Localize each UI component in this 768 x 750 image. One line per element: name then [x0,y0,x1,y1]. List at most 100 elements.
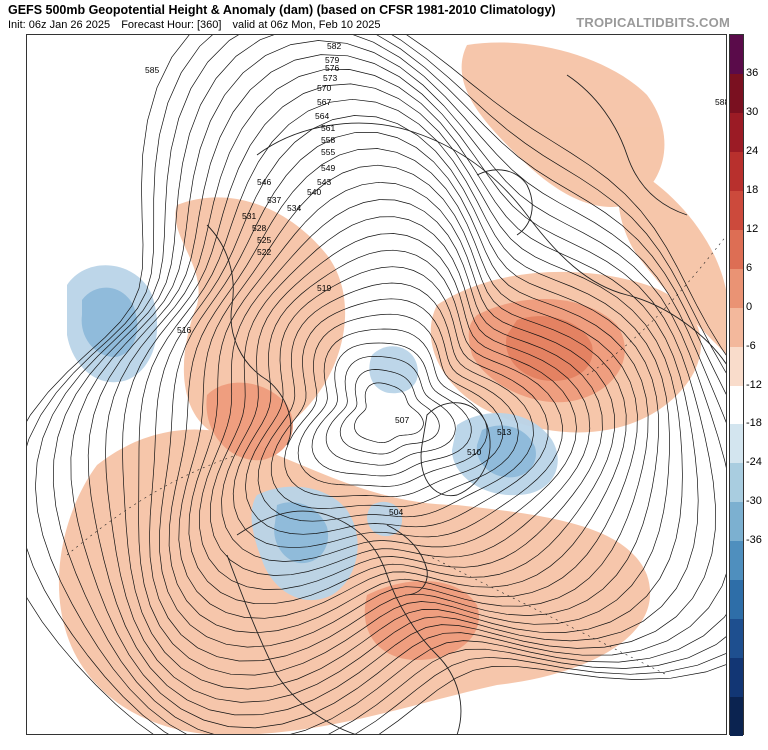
contour-label: 585 [145,65,159,75]
colorbar-segment [730,35,743,75]
contour-label: 549 [321,163,335,173]
colorbar-segment [730,73,743,114]
height-contour [138,98,670,676]
colorbar-tick-label: 6 [746,261,753,274]
coast-europe [566,74,688,216]
contour-label: 576 [325,63,339,73]
colorbar-segment [730,112,743,153]
colorbar-segment [730,541,743,581]
height-contour [210,216,591,576]
contour-label: 555 [321,147,335,157]
warm-anomaly-pacific-ne [618,165,726,354]
colorbar-ticks: 36 30 24 18 12 6 0 -6 -12 -18 -24 -30 -36 [746,34,768,735]
colorbar-segment [730,346,743,386]
contour-label: 504 [389,507,403,517]
colorbar-tick-label: 0 [746,300,753,313]
cold-anomaly-hudson [367,501,402,537]
valid-time: valid at 06z Mon, Feb 10 2025 [232,19,381,31]
height-contour [27,35,726,734]
contour-label: 525 [257,235,271,245]
contour-label: 522 [257,247,271,257]
contour-label: 528 [252,223,266,233]
colorbar-tick-label: -18 [746,417,762,430]
colorbar-tick-label: 36 [746,66,759,79]
height-contours [27,35,726,734]
contour-label: 567 [317,97,331,107]
contour-label: 519 [317,283,331,293]
contour-label: 570 [317,83,331,93]
colorbar-segment [730,190,743,231]
grid-dotted-1 [426,554,668,676]
height-contour [52,35,726,734]
contour-label: 516 [177,325,191,335]
height-contour [354,382,424,443]
height-contour [199,199,603,590]
height-contour [149,115,659,662]
height-contour [270,298,519,509]
colorbar-segment [730,424,743,464]
height-contour [122,83,683,690]
forecast-hour: Forecast Hour: [360] [121,19,222,31]
height-contour [35,35,726,734]
contour-label: 543 [317,177,331,187]
height-contour [245,266,549,535]
contour-label: 510 [467,447,481,457]
map-panel: 582 579 576 573 570 567 564 561 558 555 549 546 543 5… [26,34,727,735]
height-contour [178,164,627,619]
coast-scandinavia [476,169,533,236]
coast-north-america [236,510,462,734]
colorbar-tick-label: -24 [746,456,762,469]
contour-label: 558 [321,135,335,145]
colorbar-tick-label: -36 [746,534,762,547]
contour-label: 579 [325,55,339,65]
colorbar-tick-label: -30 [746,495,762,508]
coast-hudson [386,524,428,596]
height-contour [188,181,615,605]
chart-title: GEFS 500mb Geopotential Height & Anomaly… [8,3,556,17]
contour-label: 534 [287,203,301,213]
height-contour [339,369,440,455]
colorbar-tick-label: -12 [746,378,762,391]
colorbar-segment [730,307,743,348]
height-contour [311,342,472,477]
coast-greenland [420,402,491,497]
colorbar-segment [730,268,743,309]
contour-label: 546 [257,177,271,187]
colorbar-segment [730,385,743,425]
height-contour [297,328,488,487]
colorbar-tick-label: 18 [746,183,759,196]
cold-anomaly-pole [369,346,418,394]
colorbar-segment [730,151,743,192]
coast-eurasia [256,122,726,365]
chart-subtitle: Init: 06z Jan 26 2025 Forecast Hour: [36… [8,19,389,31]
contour-label: 582 [327,41,341,51]
anomaly-shading [58,42,726,734]
warm-core-alaska [206,382,293,461]
contour-label: 540 [307,187,321,197]
height-contour [257,282,534,522]
colorbar-tick-label: 24 [746,144,759,157]
colorbar-segment [730,502,743,542]
contour-label: 564 [315,111,329,121]
height-contour [105,69,699,703]
colorbar-tick-label: 30 [746,105,759,118]
contour-label: 531 [242,211,256,221]
contour-label: 561 [321,123,335,133]
contour-label: 513 [497,427,511,437]
coast-alaska [206,224,292,446]
colorbar-segment [730,658,743,698]
init-time: Init: 06z Jan 26 2025 [8,19,111,31]
brand-watermark: TROPICALTIDBITS.COM [576,15,730,30]
contour-label: 588 [715,97,727,107]
height-contour [284,313,504,498]
height-contour [27,35,726,734]
contour-label: 507 [395,415,409,425]
colorbar-segment [730,229,743,270]
contour-label: 537 [267,195,281,205]
colorbar-tick-label: -6 [746,339,756,352]
warm-anomaly-north [461,42,665,207]
height-contour [325,355,456,466]
height-contour [87,54,716,716]
